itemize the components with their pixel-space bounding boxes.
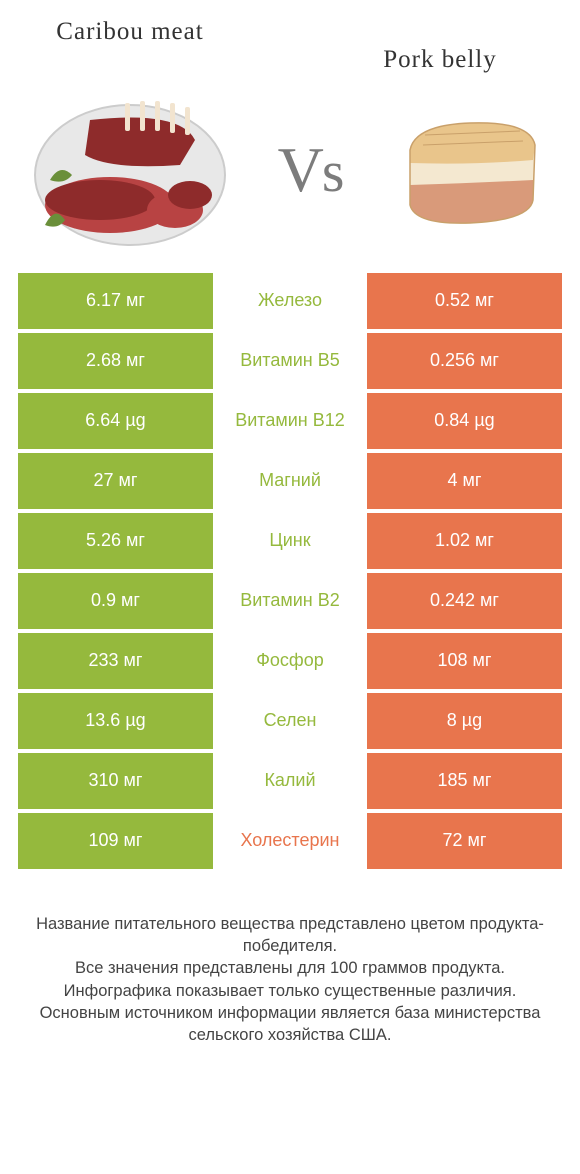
header: Caribou meat Pork belly [0, 0, 580, 75]
title-left: Caribou meat [30, 18, 230, 47]
table-row: 2.68 мгВитамин B50.256 мг [18, 333, 562, 389]
vs-s: s [322, 139, 343, 204]
table-row: 0.9 мгВитамин B20.242 мг [18, 573, 562, 629]
value-right: 72 мг [367, 813, 562, 869]
nutrient-label: Железо [213, 273, 367, 329]
nutrient-label: Холестерин [213, 813, 367, 869]
value-left: 310 мг [18, 753, 213, 809]
caribou-meat-icon [30, 85, 230, 255]
value-right: 1.02 мг [367, 513, 562, 569]
infographic: Caribou meat Pork belly [0, 0, 580, 1174]
value-right: 0.256 мг [367, 333, 562, 389]
pork-belly-icon [390, 100, 550, 240]
value-left: 5.26 мг [18, 513, 213, 569]
value-right: 0.242 мг [367, 573, 562, 629]
nutrient-label: Фосфор [213, 633, 367, 689]
value-right: 0.84 µg [367, 393, 562, 449]
footer-line: Основным источником информации является … [30, 1002, 550, 1047]
nutrient-label: Витамин B2 [213, 573, 367, 629]
table-row: 310 мгКалий185 мг [18, 753, 562, 809]
value-left: 233 мг [18, 633, 213, 689]
footer-notes: Название питательного вещества представл… [0, 873, 580, 1047]
title-right: Pork belly [330, 18, 550, 75]
nutrient-label: Витамин B5 [213, 333, 367, 389]
footer-line: Инфографика показывает только существенн… [30, 980, 550, 1002]
vs-v: V [278, 134, 322, 205]
table-row: 13.6 µgСелен8 µg [18, 693, 562, 749]
value-left: 0.9 мг [18, 573, 213, 629]
table-row: 27 мгМагний4 мг [18, 453, 562, 509]
table-row: 6.17 мгЖелезо0.52 мг [18, 273, 562, 329]
comparison-table: 6.17 мгЖелезо0.52 мг2.68 мгВитамин B50.2… [0, 273, 580, 873]
vs-label: Vs [278, 138, 343, 202]
value-left: 6.64 µg [18, 393, 213, 449]
value-left: 6.17 мг [18, 273, 213, 329]
footer-line: Название питательного вещества представл… [30, 913, 550, 958]
value-right: 185 мг [367, 753, 562, 809]
footer-line: Все значения представлены для 100 граммо… [30, 957, 550, 979]
value-left: 2.68 мг [18, 333, 213, 389]
table-row: 109 мгХолестерин72 мг [18, 813, 562, 869]
value-right: 4 мг [367, 453, 562, 509]
value-left: 27 мг [18, 453, 213, 509]
value-left: 13.6 µg [18, 693, 213, 749]
nutrient-label: Селен [213, 693, 367, 749]
table-row: 6.64 µgВитамин B120.84 µg [18, 393, 562, 449]
value-right: 0.52 мг [367, 273, 562, 329]
value-right: 8 µg [367, 693, 562, 749]
value-right: 108 мг [367, 633, 562, 689]
nutrient-label: Калий [213, 753, 367, 809]
table-row: 233 мгФосфор108 мг [18, 633, 562, 689]
nutrient-label: Витамин B12 [213, 393, 367, 449]
value-left: 109 мг [18, 813, 213, 869]
table-row: 5.26 мгЦинк1.02 мг [18, 513, 562, 569]
images-row: Vs [0, 75, 580, 273]
nutrient-label: Магний [213, 453, 367, 509]
nutrient-label: Цинк [213, 513, 367, 569]
